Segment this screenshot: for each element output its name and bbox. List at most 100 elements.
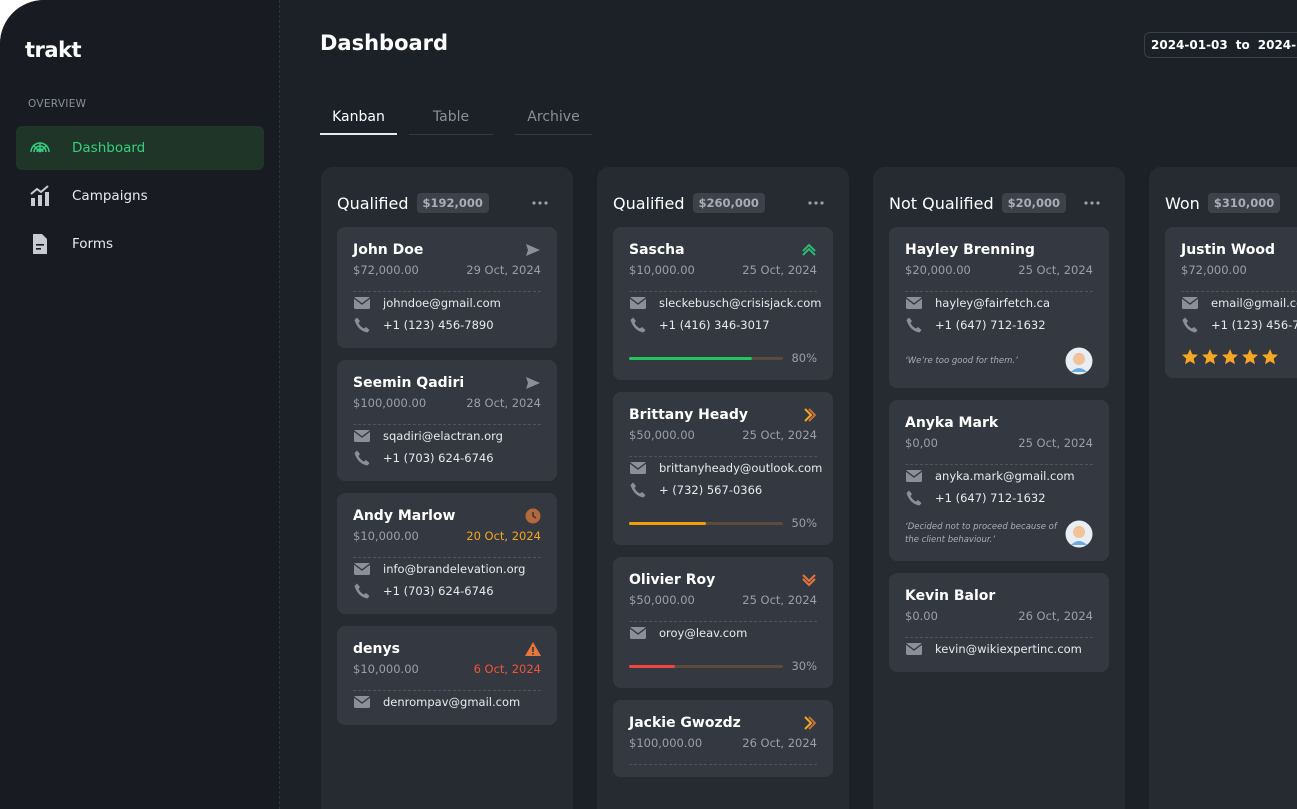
- lead-card[interactable]: John Doe $72,000.00 29 Oct, 2024 johndoe@gm…: [337, 227, 557, 348]
- lead-name: Hayley Brenning: [905, 242, 1035, 258]
- mail-icon: [629, 627, 647, 639]
- column-title: Not Qualified: [889, 193, 994, 213]
- progress-fill: [629, 664, 676, 668]
- card-head: Justin Wood: [1181, 241, 1297, 259]
- lead-amount: $72,000.00: [1181, 263, 1247, 277]
- note-row: ‘Decided not to proceed because of the c…: [905, 519, 1093, 549]
- column-header: Not Qualified $20,000: [889, 189, 1109, 217]
- lead-card[interactable]: Sascha $10,000.00 25 Oct, 2024 sleckebusch@…: [613, 227, 833, 380]
- card-head: denys: [353, 640, 541, 658]
- nav-item[interactable]: Dashboard: [16, 126, 264, 170]
- date-from: 2024-01-03: [1151, 38, 1228, 52]
- column-title: Qualified: [337, 193, 409, 213]
- tab[interactable]: Kanban: [320, 100, 397, 135]
- section-label: OVERVIEW: [28, 98, 87, 110]
- lead-phone: +1 (416) 346-3017: [659, 318, 770, 332]
- nav-icon: [30, 142, 50, 153]
- lead-card[interactable]: Hayley Brenning $20,000.00 25 Oct, 2024 hay…: [889, 227, 1109, 388]
- lead-date: 26 Oct, 2024: [1018, 609, 1093, 623]
- avatar: [1065, 347, 1093, 375]
- card-head: Olivier Roy: [629, 571, 817, 589]
- nav-item[interactable]: Campaigns: [16, 174, 264, 218]
- date-range[interactable]: 2024-01-03 to 2024-10-: [1144, 32, 1297, 58]
- progress-track: [629, 664, 783, 668]
- lead-amount: $72,000.00: [353, 263, 419, 277]
- email-row: info@brandelevation.org: [353, 558, 541, 580]
- progress-label: 50%: [791, 516, 817, 530]
- date-to: 2024-10-: [1257, 38, 1297, 52]
- lead-card[interactable]: Kevin Balor $0.00 26 Oct, 2024 kevin@wikiex…: [889, 573, 1109, 672]
- progress-fill: [629, 521, 706, 525]
- card-sub: $72,000.00: [1181, 261, 1297, 279]
- lead-date: 26 Oct, 2024: [742, 736, 817, 750]
- lead-card[interactable]: Justin Wood $72,000.00 email@gmail.com +1 (…: [1165, 227, 1297, 378]
- lead-amount: $10,000.00: [353, 529, 419, 543]
- card-head: Sascha: [629, 241, 817, 259]
- lead-card[interactable]: Anyka Mark $0,00 25 Oct, 2024 anyka.mark@gm…: [889, 400, 1109, 561]
- column-header: Qualified $192,000: [337, 189, 557, 217]
- column-title: Won: [1165, 193, 1200, 213]
- lead-date: 6 Oct, 2024: [473, 662, 541, 676]
- status-icon: [804, 716, 817, 730]
- lead-amount: $0.00: [905, 609, 938, 623]
- phone-icon: [906, 317, 922, 333]
- sidebar: trakt OVERVIEW Dashboard Campaigns Forms: [0, 0, 280, 809]
- column-header: Won $310,000: [1165, 189, 1297, 217]
- column-menu[interactable]: [531, 200, 549, 206]
- lead-email: sqadiri@elactran.org: [383, 429, 503, 443]
- column-menu[interactable]: [1083, 200, 1101, 206]
- star: [1182, 349, 1198, 365]
- phone-icon: [630, 482, 646, 498]
- status-icon: [525, 642, 541, 656]
- lead-email: anyka.mark@gmail.com: [935, 469, 1075, 483]
- lead-date: 25 Oct, 2024: [742, 428, 817, 442]
- column-menu[interactable]: [807, 200, 825, 206]
- phone-row: +1 (416) 346-3017: [629, 314, 817, 336]
- divider: [629, 621, 817, 622]
- card-head: Kevin Balor: [905, 587, 1093, 605]
- nav-label: Forms: [72, 236, 114, 252]
- lead-name: denys: [353, 641, 400, 657]
- lead-card[interactable]: Jackie Gwozdz $100,000.00 26 Oct, 2024: [613, 700, 833, 777]
- email-row: sqadiri@elactran.org: [353, 425, 541, 447]
- lead-amount: $20,000.00: [905, 263, 971, 277]
- phone-row: + (732) 567-0366: [629, 479, 817, 501]
- lead-card[interactable]: Andy Marlow $10,000.00 20 Oct, 2024 info@br…: [337, 493, 557, 614]
- nav-item[interactable]: Forms: [16, 222, 264, 266]
- card-sub: $0,00 25 Oct, 2024: [905, 434, 1093, 452]
- lead-date: 28 Oct, 2024: [466, 396, 541, 410]
- status-icon: [526, 244, 540, 256]
- lead-date: 25 Oct, 2024: [1018, 436, 1093, 450]
- note-row: ‘We’re too good for them.’: [905, 346, 1093, 376]
- email-row: sleckebusch@crisisjack.com: [629, 292, 821, 314]
- tab[interactable]: Table: [409, 100, 493, 135]
- lead-name: Jackie Gwozdz: [629, 715, 741, 731]
- email-row: anyka.mark@gmail.com: [905, 465, 1093, 487]
- card-sub: $100,000.00 28 Oct, 2024: [353, 394, 541, 412]
- lead-date: 25 Oct, 2024: [742, 593, 817, 607]
- lead-card[interactable]: Brittany Heady $50,000.00 25 Oct, 2024 brit…: [613, 392, 833, 545]
- card-head: John Doe: [353, 241, 541, 259]
- progress-label: 30%: [791, 659, 817, 673]
- phone-icon: [354, 450, 370, 466]
- divider: [353, 690, 541, 691]
- column-total: $20,000: [1001, 193, 1067, 213]
- lead-card[interactable]: Olivier Roy $50,000.00 25 Oct, 2024 oroy@le…: [613, 557, 833, 688]
- mail-icon: [629, 462, 647, 474]
- tab[interactable]: Archive: [515, 100, 592, 135]
- lead-email: info@brandelevation.org: [383, 562, 526, 576]
- status-icon: [525, 508, 541, 524]
- email-row: email@gmail.com: [1181, 292, 1297, 314]
- status-icon: [802, 574, 816, 587]
- lead-amount: $50,000.00: [629, 428, 695, 442]
- lead-email: brittanyheady@outlook.com: [659, 461, 823, 475]
- star: [1222, 349, 1238, 365]
- card-head: Seemin Qadiri: [353, 374, 541, 392]
- card-sub: $10,000.00 6 Oct, 2024: [353, 660, 541, 678]
- lead-card[interactable]: Seemin Qadiri $100,000.00 28 Oct, 2024 sqad…: [337, 360, 557, 481]
- lead-amount: $10,000.00: [629, 263, 695, 277]
- lead-card[interactable]: denys $10,000.00 6 Oct, 2024 denrompav@gmai…: [337, 626, 557, 725]
- lead-note: ‘Decided not to proceed because of the c…: [905, 522, 1057, 545]
- kanban-column: Qualified $260,000 Sascha $10,000.00 25 Oct,…: [597, 167, 849, 809]
- lead-note: ‘We’re too good for them.’: [905, 355, 1018, 366]
